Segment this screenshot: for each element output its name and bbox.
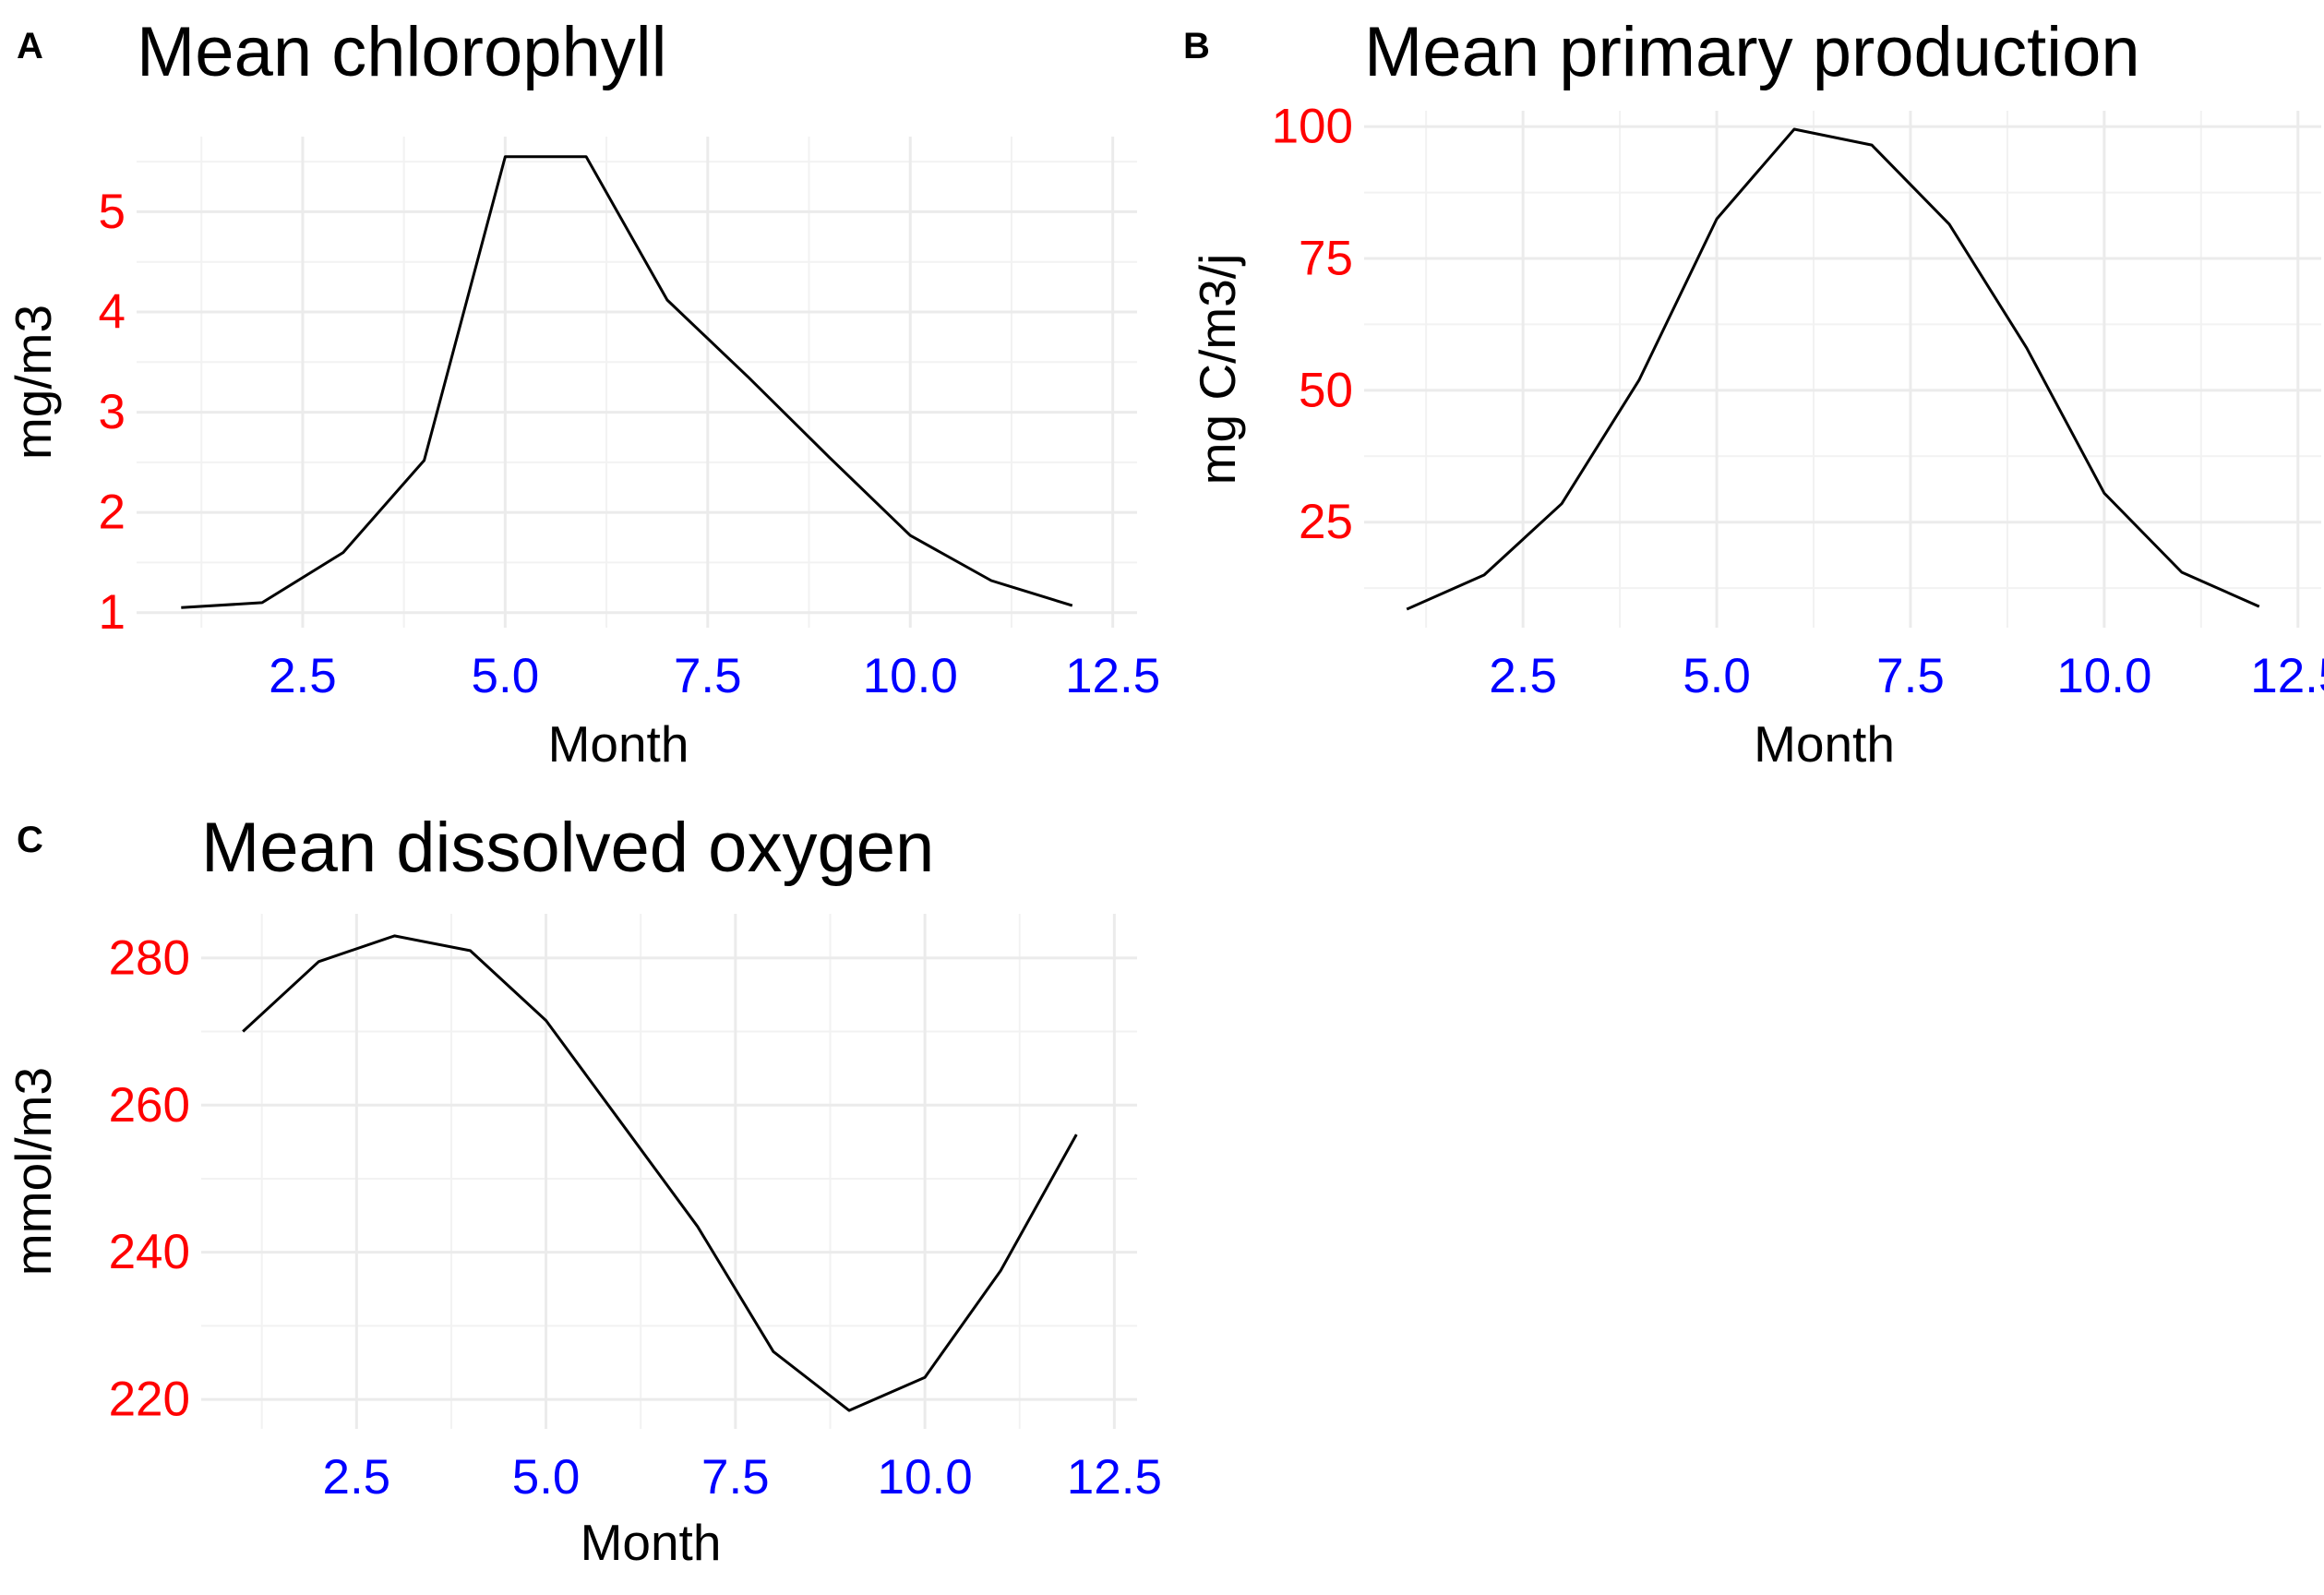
series-line (242, 934, 1078, 1412)
y-tick-label: 280 (109, 930, 190, 985)
chart-title: Mean dissolved oxygen (201, 809, 934, 887)
chart-title: Mean primary production (1364, 13, 2140, 91)
x-tick-labels: 2.5 5.0 7.5 10.0 12.5 (1489, 649, 2324, 703)
y-tick-label: 3 (99, 385, 126, 439)
y-tick-labels: 25 50 75 100 (1272, 100, 1353, 550)
series-line (1406, 127, 2260, 611)
y-axis-label: mg C/m3/j (1189, 254, 1246, 486)
x-tick-label: 2.5 (322, 1450, 390, 1505)
y-axis-label: mg/m3 (5, 305, 62, 460)
y-tick-label: 25 (1299, 495, 1353, 549)
panel-a-chlorophyll: A Mean chlorophyll 1 2 3 4 5 2.5 5.0 7.5… (5, 13, 1160, 773)
x-tick-label: 7.5 (701, 1450, 770, 1505)
x-tick-labels: 2.5 5.0 7.5 10.0 12.5 (322, 1450, 1161, 1505)
x-tick-label: 5.0 (472, 649, 540, 703)
y-tick-labels: 220 240 260 280 (109, 930, 190, 1426)
x-tick-label: 12.5 (1065, 649, 1160, 703)
x-tick-label: 12.5 (1067, 1450, 1162, 1505)
y-tick-label: 4 (99, 285, 126, 340)
panel-c-dissolved-oxygen: C Mean dissolved oxygen 220 240 260 280 … (5, 809, 1162, 1571)
panel-letter: C (17, 820, 43, 860)
y-tick-label: 50 (1299, 363, 1353, 417)
y-tick-label: 1 (99, 585, 126, 640)
x-tick-label: 7.5 (1876, 649, 1945, 703)
x-axis-label: Month (581, 1514, 722, 1571)
plot-grid (201, 914, 1137, 1429)
y-tick-label: 240 (109, 1225, 190, 1279)
x-tick-label: 7.5 (674, 649, 742, 703)
x-tick-label: 5.0 (1683, 649, 1751, 703)
chart-title: Mean chlorophyll (137, 13, 667, 91)
x-tick-label: 10.0 (2056, 649, 2151, 703)
x-tick-label: 12.5 (2250, 649, 2324, 703)
x-axis-label: Month (548, 715, 689, 773)
y-tick-label: 260 (109, 1078, 190, 1133)
y-tick-label: 2 (99, 486, 126, 540)
x-axis-label: Month (1754, 715, 1895, 773)
x-tick-label: 10.0 (863, 649, 958, 703)
x-tick-label: 2.5 (1489, 649, 1557, 703)
x-tick-label: 10.0 (878, 1450, 973, 1505)
y-axis-label: mmol/m3 (5, 1067, 62, 1276)
plot-grid (137, 137, 1137, 628)
y-tick-labels: 1 2 3 4 5 (99, 185, 126, 640)
x-tick-label: 5.0 (512, 1450, 581, 1505)
x-tick-label: 2.5 (269, 649, 337, 703)
panel-letter: B (1183, 26, 1210, 66)
panel-b-primary-production: B Mean primary production 25 50 75 100 2… (1183, 13, 2324, 773)
y-tick-label: 5 (99, 185, 126, 239)
series-line (181, 155, 1073, 609)
y-tick-label: 75 (1299, 232, 1353, 286)
y-tick-label: 220 (109, 1373, 190, 1427)
x-tick-labels: 2.5 5.0 7.5 10.0 12.5 (269, 649, 1160, 703)
panel-letter: A (17, 26, 43, 66)
y-tick-label: 100 (1272, 100, 1353, 154)
plot-grid (1364, 111, 2321, 628)
